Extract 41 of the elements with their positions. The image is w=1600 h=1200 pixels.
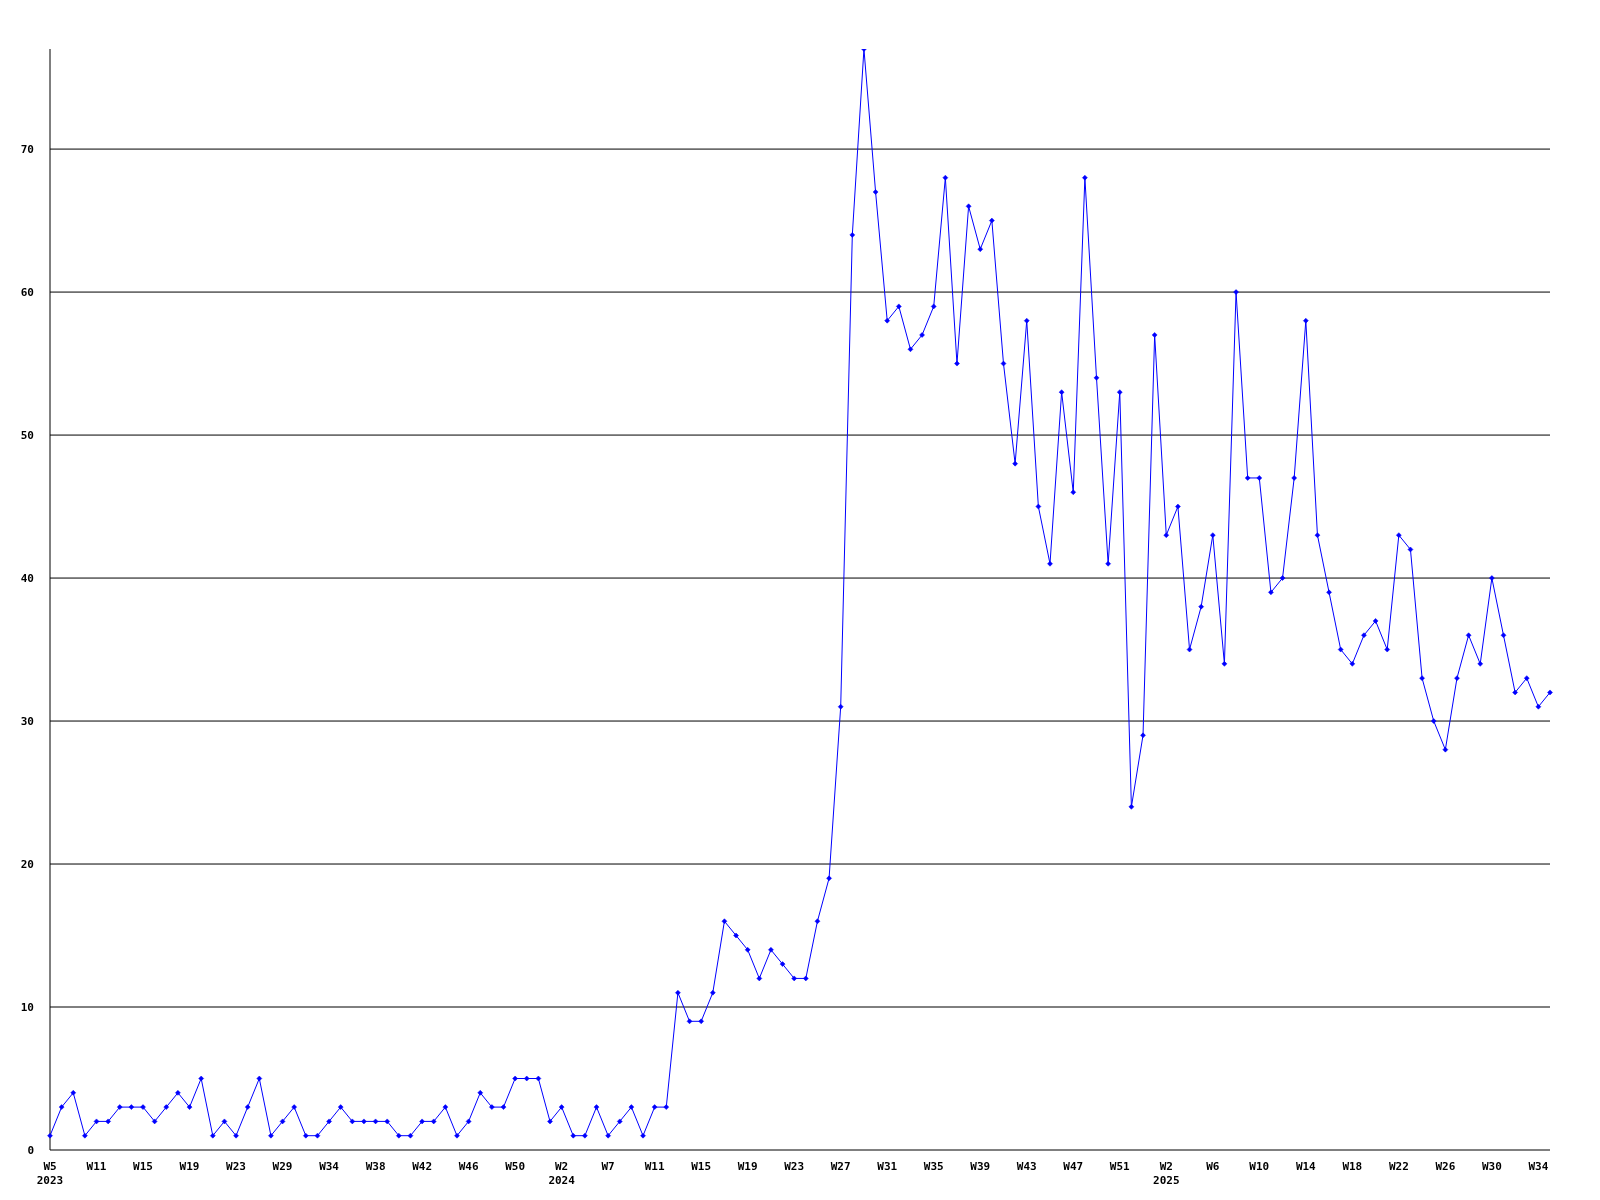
y-tick-label: 30 bbox=[20, 714, 34, 728]
x-tick-label: W47 bbox=[1063, 1160, 1084, 1173]
x-tick-label: W6 bbox=[1206, 1160, 1220, 1173]
x-tick-label: W2 2024 bbox=[548, 1160, 576, 1187]
x-tick-label: W31 bbox=[877, 1160, 898, 1173]
x-tick-label: W39 bbox=[970, 1160, 991, 1173]
x-tick-label: W10 bbox=[1249, 1160, 1270, 1173]
y-tick-label: 50 bbox=[20, 428, 34, 442]
x-tick-label: W22 bbox=[1388, 1160, 1409, 1173]
x-tick-label: W27 bbox=[830, 1160, 851, 1173]
x-tick-label: W2 2025 bbox=[1153, 1160, 1180, 1187]
x-tick-label: W43 bbox=[1016, 1160, 1037, 1173]
y-tick-label: 10 bbox=[20, 1000, 34, 1014]
y-tick-label: 40 bbox=[20, 571, 34, 585]
x-tick-label: W23 bbox=[784, 1160, 805, 1173]
x-tick-label: W15 bbox=[691, 1160, 712, 1173]
x-tick-label: W35 bbox=[923, 1160, 944, 1173]
x-tick-label: W5 2023 bbox=[36, 1160, 64, 1187]
x-tick-label: W23 bbox=[226, 1160, 246, 1173]
y-tick-label: 20 bbox=[20, 857, 34, 871]
x-tick-label: W26 bbox=[1435, 1160, 1456, 1173]
x-tick-label: W19 bbox=[737, 1160, 758, 1173]
x-tick-label: W11 bbox=[86, 1160, 107, 1173]
x-tick-label: W7 bbox=[601, 1160, 615, 1173]
x-tick-label: W19 bbox=[179, 1160, 200, 1173]
x-tick-label: W46 bbox=[458, 1160, 479, 1173]
x-tick-label: W38 bbox=[365, 1160, 386, 1173]
x-tick-label: W11 bbox=[644, 1160, 665, 1173]
x-tick-label: W34 bbox=[1528, 1160, 1549, 1173]
x-tick-label: W34 bbox=[319, 1160, 340, 1173]
y-tick-label: 60 bbox=[20, 285, 34, 299]
x-tick-label: W18 bbox=[1342, 1160, 1363, 1173]
x-tick-label: W14 bbox=[1295, 1160, 1317, 1173]
x-tick-label: W15 bbox=[133, 1160, 153, 1173]
x-tick-label: W29 bbox=[272, 1160, 293, 1173]
x-tick-label: W42 bbox=[412, 1160, 433, 1173]
x-tick-label: W51 bbox=[1109, 1160, 1131, 1173]
y-tick-label: 70 bbox=[20, 143, 34, 156]
x-tick-label: W30 bbox=[1481, 1160, 1502, 1173]
x-tick-label: W50 bbox=[505, 1160, 526, 1173]
y-tick-label: 0 bbox=[27, 1143, 34, 1157]
